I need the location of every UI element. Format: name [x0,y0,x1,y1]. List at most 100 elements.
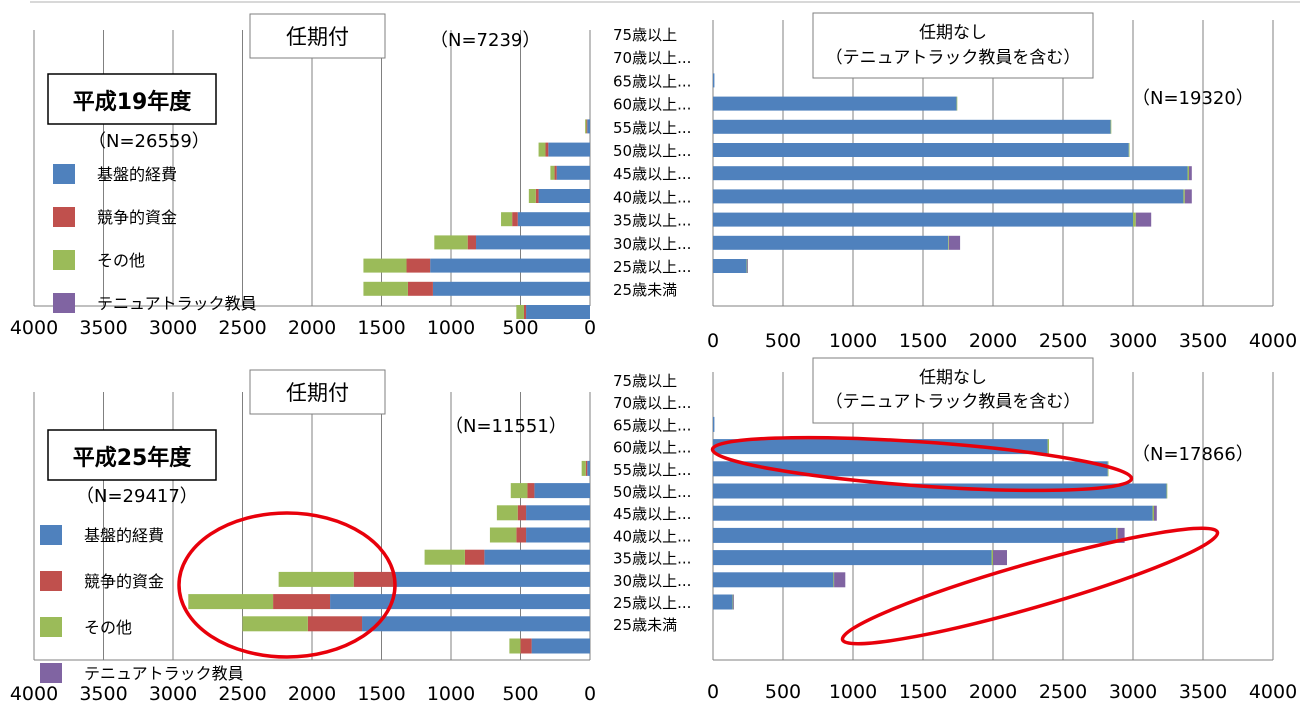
x-tick-label: 3500 [1179,330,1227,352]
x-tick-label: 1500 [899,681,947,703]
bar-segment [531,638,590,654]
bar-segment [242,616,308,632]
bar-segment [517,505,527,521]
category-label: 65歳以上... [613,416,691,434]
h25-fixed-term-chart: 4000 3500 3000 2500 2000 1500 1000 500 0 任期付 （N=11… [10,369,596,704]
bar-segment [1117,527,1125,543]
legend-swatch [53,164,75,184]
bar-segment [713,572,834,588]
bar-segment [394,571,590,587]
category-label: 55歳以上... [613,461,691,479]
bar-segment [713,439,1048,455]
legend-swatch [40,663,62,683]
category-label: 25歳以上... [613,258,691,276]
bar-segment [993,550,1007,566]
x-tick-label: 2000 [969,681,1017,703]
bar-segment [538,142,546,157]
fiscal-year-label: 平成19年度 [73,89,193,115]
bar-segment [407,281,433,296]
bar-segment [528,189,536,203]
bar-segment [464,549,485,565]
bar-segment [510,483,528,499]
bar-segment [330,594,590,610]
bar-segment [535,189,539,203]
bar-segment [1184,189,1192,204]
chart-title: 任期付 [286,381,349,405]
bar-segment [1135,212,1152,227]
chart-title: 任期付 [286,25,349,49]
bar-segment [278,571,354,587]
bar-segment [1116,527,1118,543]
bar-segment [363,258,407,273]
bar-segment [467,235,477,250]
bar-segment [430,258,590,273]
bar-segment [948,235,961,250]
bar-segment [1107,461,1109,477]
bar-segment [833,572,835,588]
legend-label: テニュアトラック教員 [84,664,244,683]
legend-swatch [53,293,75,313]
legend-label: その他 [97,251,145,270]
legend-swatch [40,571,62,591]
bar-segment [527,483,535,499]
chart-title-box [812,12,1094,79]
x-tick-label: 2500 [218,317,266,339]
bar-segment [273,594,331,610]
x-tick-label: 3000 [149,317,197,339]
bar-segment [516,305,524,319]
category-label: 45歳以上... [613,165,691,183]
bar-segment [713,235,949,250]
bar-segment [1183,189,1185,204]
bar-segment [520,638,532,654]
bar-segment [526,305,590,319]
category-label: 30歳以上... [613,235,691,253]
category-label: 50歳以上... [613,483,691,501]
x-tick-label: 3500 [1179,681,1227,703]
x-tick-label: 0 [584,317,596,339]
bar-segment [581,460,586,476]
bar-segment [713,505,1153,521]
x-tick-label: 2500 [218,683,266,704]
chart-title: （テニュアトラック教員を含む） [826,48,1081,68]
bar-segment [733,594,734,610]
category-label: 35歳以上... [613,550,691,568]
legend-swatch [40,617,62,637]
x-tick-label: 3000 [149,683,197,704]
x-tick-label: 2000 [288,317,336,339]
bar-segment [1189,166,1192,181]
bar-segment [732,594,734,610]
bar-segment [713,189,1184,204]
bar-segment [948,235,949,250]
bar-segment [1128,143,1130,157]
legend-label: 基盤的経費 [97,165,177,184]
category-label: 50歳以上... [613,142,691,160]
category-label: 25歳未満 [613,281,677,299]
bar-segment [512,212,518,227]
annotation-ellipse [177,511,397,659]
category-label: 75歳以上 [613,26,677,44]
x-tick-label: 3500 [79,317,127,339]
x-tick-label: 3000 [1109,330,1157,352]
x-tick-label: 4000 [1249,681,1297,703]
x-tick-label: 2500 [1039,330,1087,352]
category-label: 25歳未満 [613,616,677,634]
x-tick-label: 1500 [899,330,947,352]
bar-segment [363,281,408,296]
bar-segment [496,505,518,521]
legend-label: 基盤的経費 [84,526,164,545]
bar-segment [713,96,957,111]
category-label: 30歳以上... [613,572,691,590]
legend-swatch [53,250,75,270]
bar-segment [538,189,590,203]
bar-segment [432,281,590,296]
bar-segment [713,166,1188,181]
bar-segment [1047,439,1049,455]
fiscal-year-box [47,73,217,125]
sample-size-label: （N=19320） [1132,88,1254,109]
bar-segment [1110,119,1112,134]
chart-title: 任期なし [919,23,987,43]
category-label: 25歳以上... [613,594,691,612]
bar-segment [548,142,590,157]
bar-segment [307,616,363,632]
bar-segment [713,461,1108,477]
